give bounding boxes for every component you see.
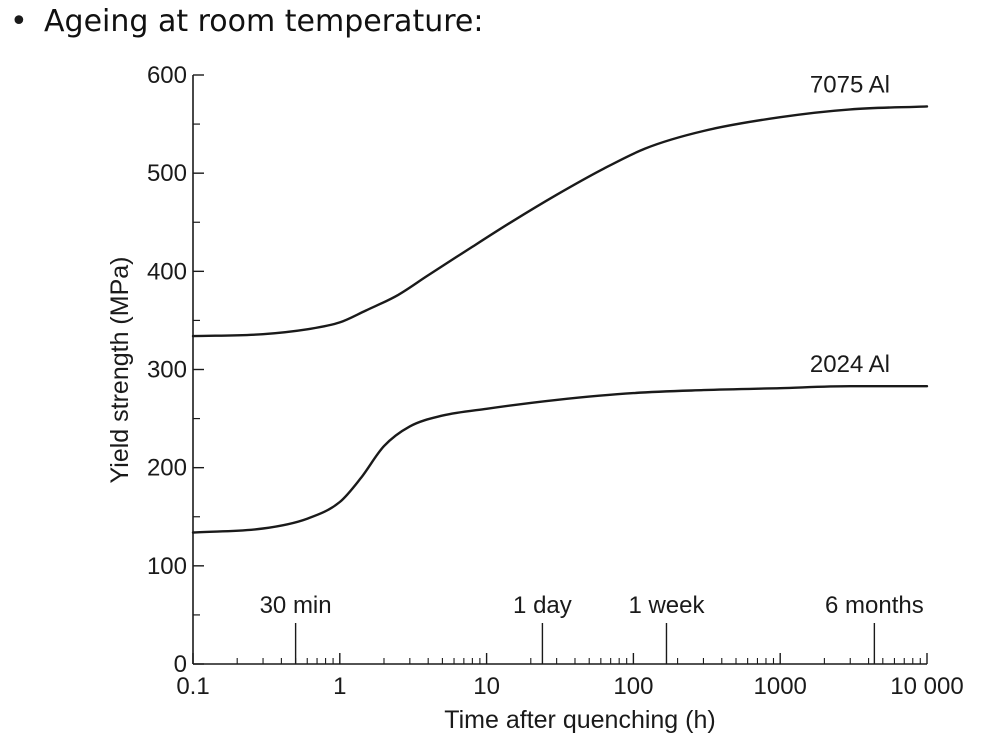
x-tick-label: 1000 <box>754 673 807 700</box>
x-axis-label: Time after quenching (h) <box>444 706 715 734</box>
axes-layer: 0 100 200 300 400 500 600 0.1 1 10 100 1000 10 000 <box>147 62 964 700</box>
bullet-point: • <box>10 4 28 39</box>
y-tick-label: 200 <box>147 455 187 482</box>
x-tick-label: 1 <box>333 673 346 700</box>
series-line-2024-al <box>191 384 929 534</box>
slide-title: Ageing at room temperature: <box>44 4 484 39</box>
time-markers-layer: 30 min 1 day 1 week 6 months <box>260 592 924 664</box>
y-tick-label: 600 <box>147 62 187 89</box>
y-tick-label: 400 <box>147 258 187 285</box>
x-tick-label: 10 <box>473 673 500 700</box>
time-marker-label: 1 day <box>513 592 572 619</box>
time-marker-label: 1 week <box>628 592 705 619</box>
x-tick-label: 10 000 <box>890 673 963 700</box>
x-tick-label: 0.1 <box>176 673 209 700</box>
series-label-7075-al: 7075 Al <box>810 71 890 98</box>
series-label-2024-al: 2024 Al <box>810 351 890 378</box>
y-tick-label: 100 <box>147 553 187 580</box>
y-tick-label: 0 <box>174 651 187 678</box>
series-layer: 7075 Al 2024 Al <box>191 71 929 534</box>
y-tick-label: 300 <box>147 357 187 384</box>
y-axis-label: Yield strength (MPa) <box>106 257 134 484</box>
time-marker-label: 6 months <box>825 592 924 619</box>
x-tick-label: 100 <box>613 673 653 700</box>
series-line-7075-al <box>191 105 929 338</box>
time-marker-label: 30 min <box>260 592 332 619</box>
y-tick-label: 500 <box>147 160 187 187</box>
